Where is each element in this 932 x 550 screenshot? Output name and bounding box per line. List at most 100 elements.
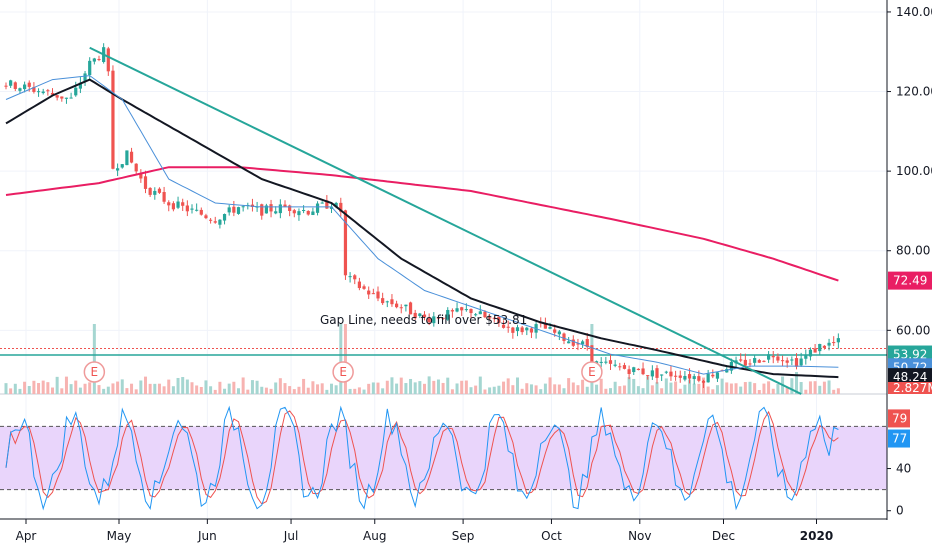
volume-bar	[818, 385, 822, 394]
candle-body	[334, 202, 338, 207]
candle-body	[776, 356, 780, 361]
volume-bar	[199, 386, 203, 394]
time-tick-label: Jun	[197, 529, 217, 543]
candle-body	[106, 48, 110, 72]
volume-bar	[804, 389, 808, 394]
volume-bar	[836, 388, 840, 394]
volume-bar	[260, 386, 264, 394]
volume-bar	[232, 381, 236, 394]
candle-body	[506, 326, 510, 328]
volume-bar	[636, 386, 640, 394]
gap-annotation: Gap Line, needs to fill over $53.81	[320, 313, 527, 327]
volume-bar	[371, 382, 375, 394]
candle-body	[469, 308, 473, 314]
time-tick-label: Aug	[363, 529, 386, 543]
candle-body	[232, 206, 236, 213]
volume-bar	[237, 388, 240, 394]
candle-body	[302, 209, 306, 211]
candle-body	[408, 302, 413, 315]
volume-bar	[502, 381, 506, 394]
candle-body	[669, 371, 673, 377]
volume-bar	[455, 383, 459, 394]
volume-bar	[102, 388, 106, 394]
volume-bar	[130, 383, 134, 394]
stochastic-pane	[0, 405, 887, 511]
stoch-tick-label: 40	[896, 462, 911, 476]
candle-body	[171, 203, 175, 210]
volume-bar	[362, 389, 366, 394]
volume-label-box	[888, 382, 932, 394]
volume-bar	[223, 388, 227, 394]
candle-body	[590, 345, 594, 368]
candle-body	[213, 221, 217, 223]
candle-body	[325, 200, 329, 209]
candle-body	[241, 206, 245, 208]
candle-body	[511, 327, 515, 333]
candle-body	[543, 323, 547, 329]
volume-bar	[283, 383, 287, 394]
candle-body	[292, 210, 296, 214]
candle-body	[818, 343, 822, 352]
candle-body	[525, 327, 529, 331]
volume-bar	[27, 386, 31, 394]
volume-bar	[757, 389, 761, 394]
volume-bar	[795, 372, 798, 394]
volume-bar	[725, 382, 729, 394]
candle-body	[711, 374, 715, 377]
price-label-value: 48.24	[893, 370, 927, 384]
volume-bar	[153, 383, 157, 394]
candle-body	[4, 85, 8, 87]
volume-bar	[432, 380, 436, 394]
volume-bar	[302, 378, 306, 394]
candle-body	[790, 359, 794, 361]
candle-body	[548, 327, 552, 329]
candle-body	[69, 97, 73, 99]
trendline[interactable]	[89, 46, 802, 395]
earnings-marker-text: E	[91, 365, 99, 379]
candle-body	[46, 90, 50, 92]
candle-body	[199, 209, 203, 215]
volume-bar	[450, 389, 454, 394]
price-tick-label: 100.00	[896, 164, 932, 178]
candle-body	[436, 317, 441, 319]
candle-body	[139, 173, 143, 179]
volume-bar	[557, 384, 561, 394]
price-label-value: 53.92	[893, 348, 927, 362]
candle-body	[18, 88, 22, 91]
earnings-marker-text: E	[339, 365, 347, 379]
volume-bar	[753, 383, 757, 394]
stoch-k-line	[5, 405, 839, 511]
volume-bar	[646, 376, 650, 394]
candle-body	[74, 87, 78, 96]
volume-bar	[734, 383, 738, 394]
candle-body	[264, 205, 268, 214]
candle-body	[353, 275, 357, 280]
stoch-band	[0, 426, 887, 490]
volume-bar	[660, 388, 664, 394]
volume-bar	[423, 383, 426, 394]
candle-body	[501, 324, 506, 328]
candle-body	[274, 211, 278, 214]
candle-body	[218, 219, 222, 225]
candle-body	[757, 360, 761, 363]
candle-body	[450, 310, 454, 312]
volume-bar	[185, 379, 189, 394]
candle-body	[767, 354, 771, 360]
candle-body	[613, 364, 617, 366]
volume-bar	[706, 386, 710, 394]
earnings-marker	[332, 361, 354, 383]
volume-bar	[116, 381, 120, 394]
candle-body	[134, 163, 138, 172]
time-axis: Apr May Jun Jul Aug Sep Oct Nov Dec 2020	[16, 519, 833, 543]
volume-bar	[209, 386, 213, 394]
volume-bar	[13, 383, 17, 394]
candle-body	[641, 368, 645, 375]
candle-body	[129, 151, 134, 163]
candle-body	[195, 209, 199, 211]
candle-body	[306, 210, 310, 215]
candle-body	[632, 367, 636, 373]
volume-bar	[525, 383, 529, 394]
volume-bar	[181, 377, 185, 394]
volume-bar	[585, 386, 589, 394]
